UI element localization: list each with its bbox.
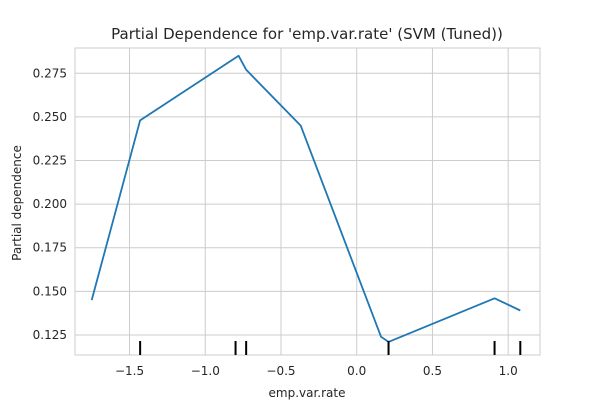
- y-tick-label: 0.225: [33, 154, 67, 168]
- series-line: [90, 54, 521, 343]
- grid: [74, 47, 541, 356]
- chart-title: Partial Dependence for 'emp.var.rate' (S…: [111, 25, 503, 43]
- y-tick-label: 0.150: [33, 284, 67, 298]
- y-tick-label: 0.175: [33, 241, 67, 255]
- x-tick-label: 0.5: [423, 364, 442, 378]
- x-tick-label: −0.5: [266, 364, 295, 378]
- x-tick-label: 0.0: [347, 364, 366, 378]
- x-tick-label: −1.0: [191, 364, 220, 378]
- plot-area: [90, 54, 522, 355]
- y-tick-label: 0.275: [33, 66, 67, 80]
- x-tick-label: 1.0: [499, 364, 518, 378]
- x-axis-label: emp.var.rate: [269, 386, 346, 400]
- y-tick-label: 0.125: [33, 328, 67, 342]
- y-tick-label: 0.250: [33, 110, 67, 124]
- x-tick-label: −1.5: [115, 364, 144, 378]
- y-axis-ticks: 0.125 0.150 0.175 0.200 0.225 0.250 0.275: [33, 66, 67, 342]
- x-axis-ticks: −1.5 −1.0 −0.5 0.0 0.5 1.0: [115, 364, 518, 378]
- y-axis-label: Partial dependence: [10, 145, 24, 261]
- y-tick-label: 0.200: [33, 197, 67, 211]
- plot-frame: [74, 47, 541, 356]
